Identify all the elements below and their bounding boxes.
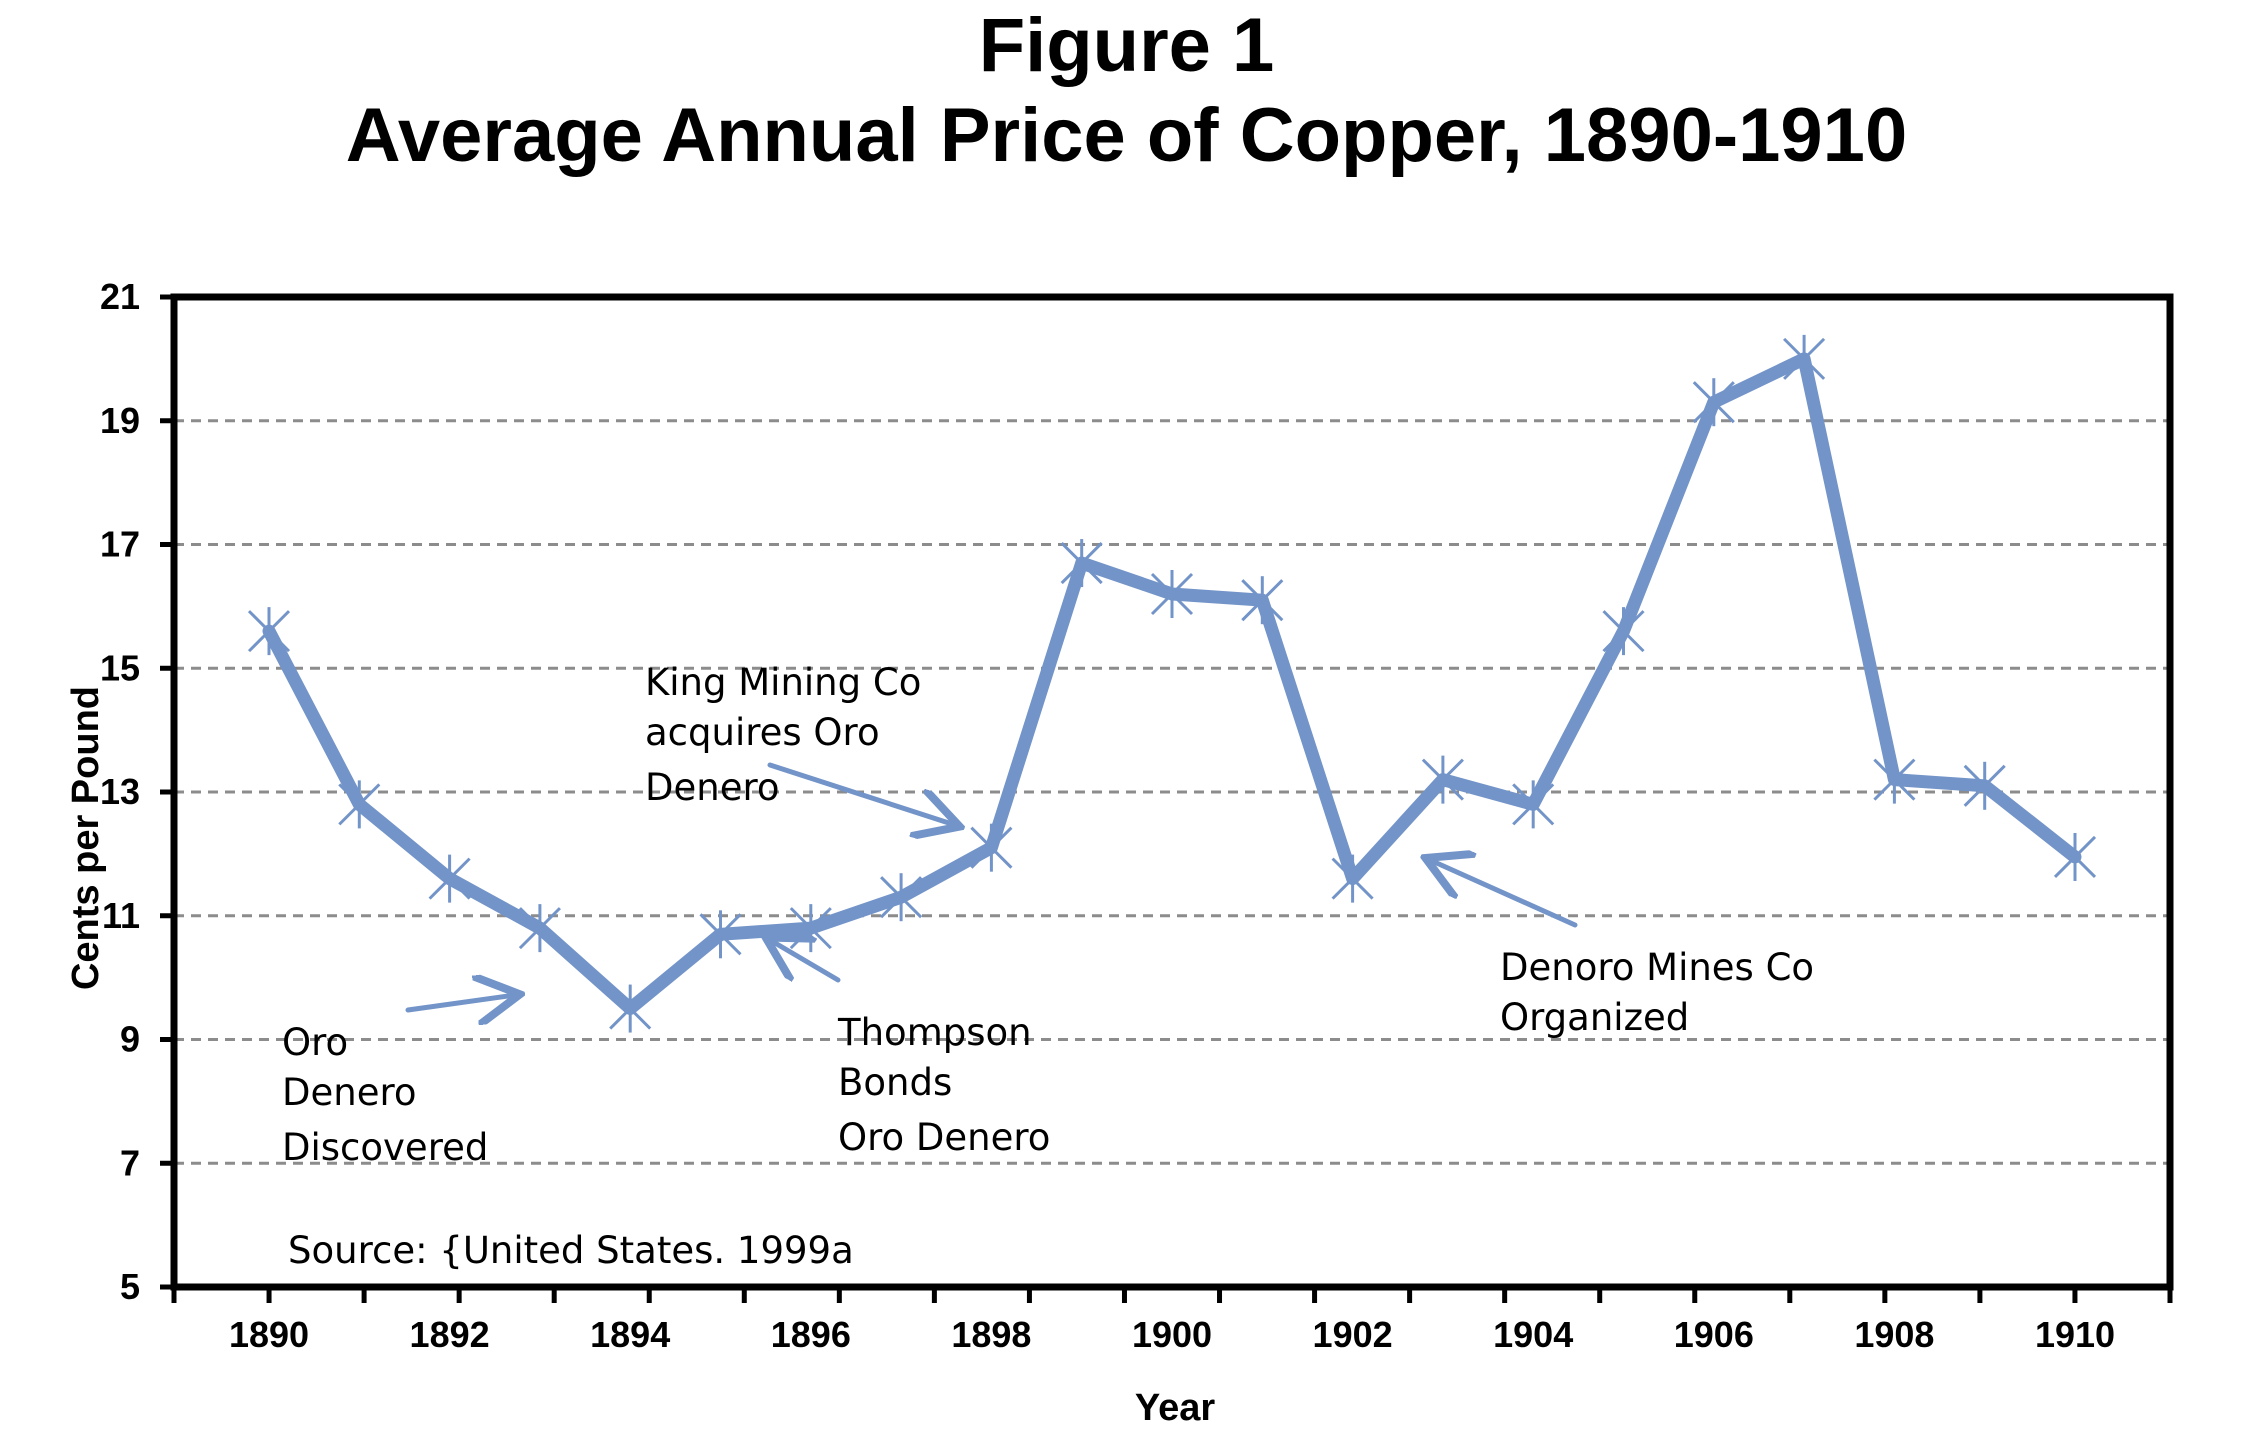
annotation-oro-discovered: Oro Denero Discovered bbox=[282, 1021, 488, 1169]
annotation-arrow-thompson-bonds bbox=[770, 940, 841, 983]
x-tick-label: 1900 bbox=[1132, 1314, 1212, 1355]
series-line-group bbox=[247, 334, 2097, 1033]
data-point bbox=[428, 854, 471, 903]
annotation-line: acquires Oro bbox=[645, 711, 880, 754]
y-tick-label: 19 bbox=[100, 400, 140, 441]
data-point bbox=[970, 823, 1013, 872]
annotation-thompson-bonds: Thompson Bonds Oro Denero bbox=[837, 1011, 1050, 1159]
y-tick-label: 21 bbox=[100, 276, 140, 317]
x-tick-label: 1910 bbox=[2035, 1314, 2115, 1355]
annotation-line: Oro bbox=[282, 1021, 348, 1064]
x-tick-label: 1906 bbox=[1674, 1314, 1754, 1355]
data-point bbox=[1421, 755, 1464, 804]
data-point bbox=[1241, 576, 1284, 625]
data-point bbox=[1692, 378, 1735, 427]
data-point bbox=[1150, 570, 1194, 618]
data-point bbox=[1602, 607, 1645, 656]
x-tick-label: 1892 bbox=[410, 1314, 490, 1355]
y-tick-label: 7 bbox=[120, 1142, 140, 1183]
x-tick-label: 1904 bbox=[1493, 1314, 1573, 1355]
data-point bbox=[2053, 832, 2097, 881]
y-axis-label: Cents per Pound bbox=[65, 686, 107, 990]
y-tick-label: 17 bbox=[100, 524, 140, 565]
annotation-arrow-king-mining bbox=[767, 762, 955, 825]
y-tick-label: 5 bbox=[120, 1266, 140, 1307]
data-point bbox=[1512, 780, 1555, 829]
annotation-denoro-mines: Denoro Mines Co Organized bbox=[1500, 946, 1814, 1039]
annotation-line: Denero bbox=[282, 1071, 417, 1114]
annotation-arrow-oro-discovered bbox=[405, 995, 515, 1010]
annotation-line: Denero bbox=[645, 766, 780, 809]
x-tick-label: 1896 bbox=[771, 1314, 851, 1355]
x-tick-label: 1894 bbox=[590, 1314, 670, 1355]
data-point bbox=[880, 873, 923, 922]
data-point bbox=[1873, 755, 1916, 804]
annotation-line: Oro Denero bbox=[838, 1116, 1050, 1159]
chart-title: Figure 1 bbox=[978, 3, 1275, 88]
x-tick-label: 1898 bbox=[951, 1314, 1031, 1355]
data-point bbox=[338, 780, 381, 829]
y-tick-label: 13 bbox=[100, 771, 140, 812]
annotation-line: Thompson bbox=[837, 1011, 1032, 1054]
data-point bbox=[247, 607, 291, 656]
data-point bbox=[609, 984, 652, 1033]
annotation-line: King Mining Co bbox=[645, 661, 921, 704]
data-point bbox=[1783, 334, 1826, 383]
x-tick-label: 1908 bbox=[1854, 1314, 1934, 1355]
data-point bbox=[699, 910, 742, 959]
y-tick-label: 15 bbox=[100, 647, 140, 688]
y-axis-ticks: 5 7 9 11 13 15 17 19 21 bbox=[100, 276, 174, 1307]
chart-subtitle: Average Annual Price of Copper, 1890-191… bbox=[345, 93, 1908, 178]
data-point bbox=[1331, 854, 1374, 903]
x-axis-ticks: 1890 1892 1894 1896 1898 1900 1902 1904 1906 1908… bbox=[171, 1287, 2173, 1355]
gridlines bbox=[174, 419, 2170, 1165]
data-point bbox=[518, 904, 561, 953]
annotation-line: Organized bbox=[1500, 996, 1689, 1039]
data-point bbox=[1963, 761, 2006, 810]
data-point bbox=[1060, 539, 1103, 588]
annotation-king-mining: King Mining Co acquires Oro Denero bbox=[645, 661, 921, 809]
annotation-line: Discovered bbox=[282, 1126, 488, 1169]
y-tick-label: 11 bbox=[102, 895, 140, 936]
x-tick-label: 1902 bbox=[1313, 1314, 1393, 1355]
annotation-line: Denoro Mines Co bbox=[1500, 946, 1814, 989]
x-tick-label: 1890 bbox=[229, 1314, 309, 1355]
y-tick-label: 9 bbox=[120, 1019, 140, 1060]
annotation-line: Bonds bbox=[838, 1061, 952, 1104]
annotation-arrow-denoro-mines bbox=[1430, 860, 1578, 928]
source-note: Source: {United States. 1999a bbox=[288, 1229, 854, 1272]
x-axis-label: Year bbox=[1135, 1387, 1216, 1429]
